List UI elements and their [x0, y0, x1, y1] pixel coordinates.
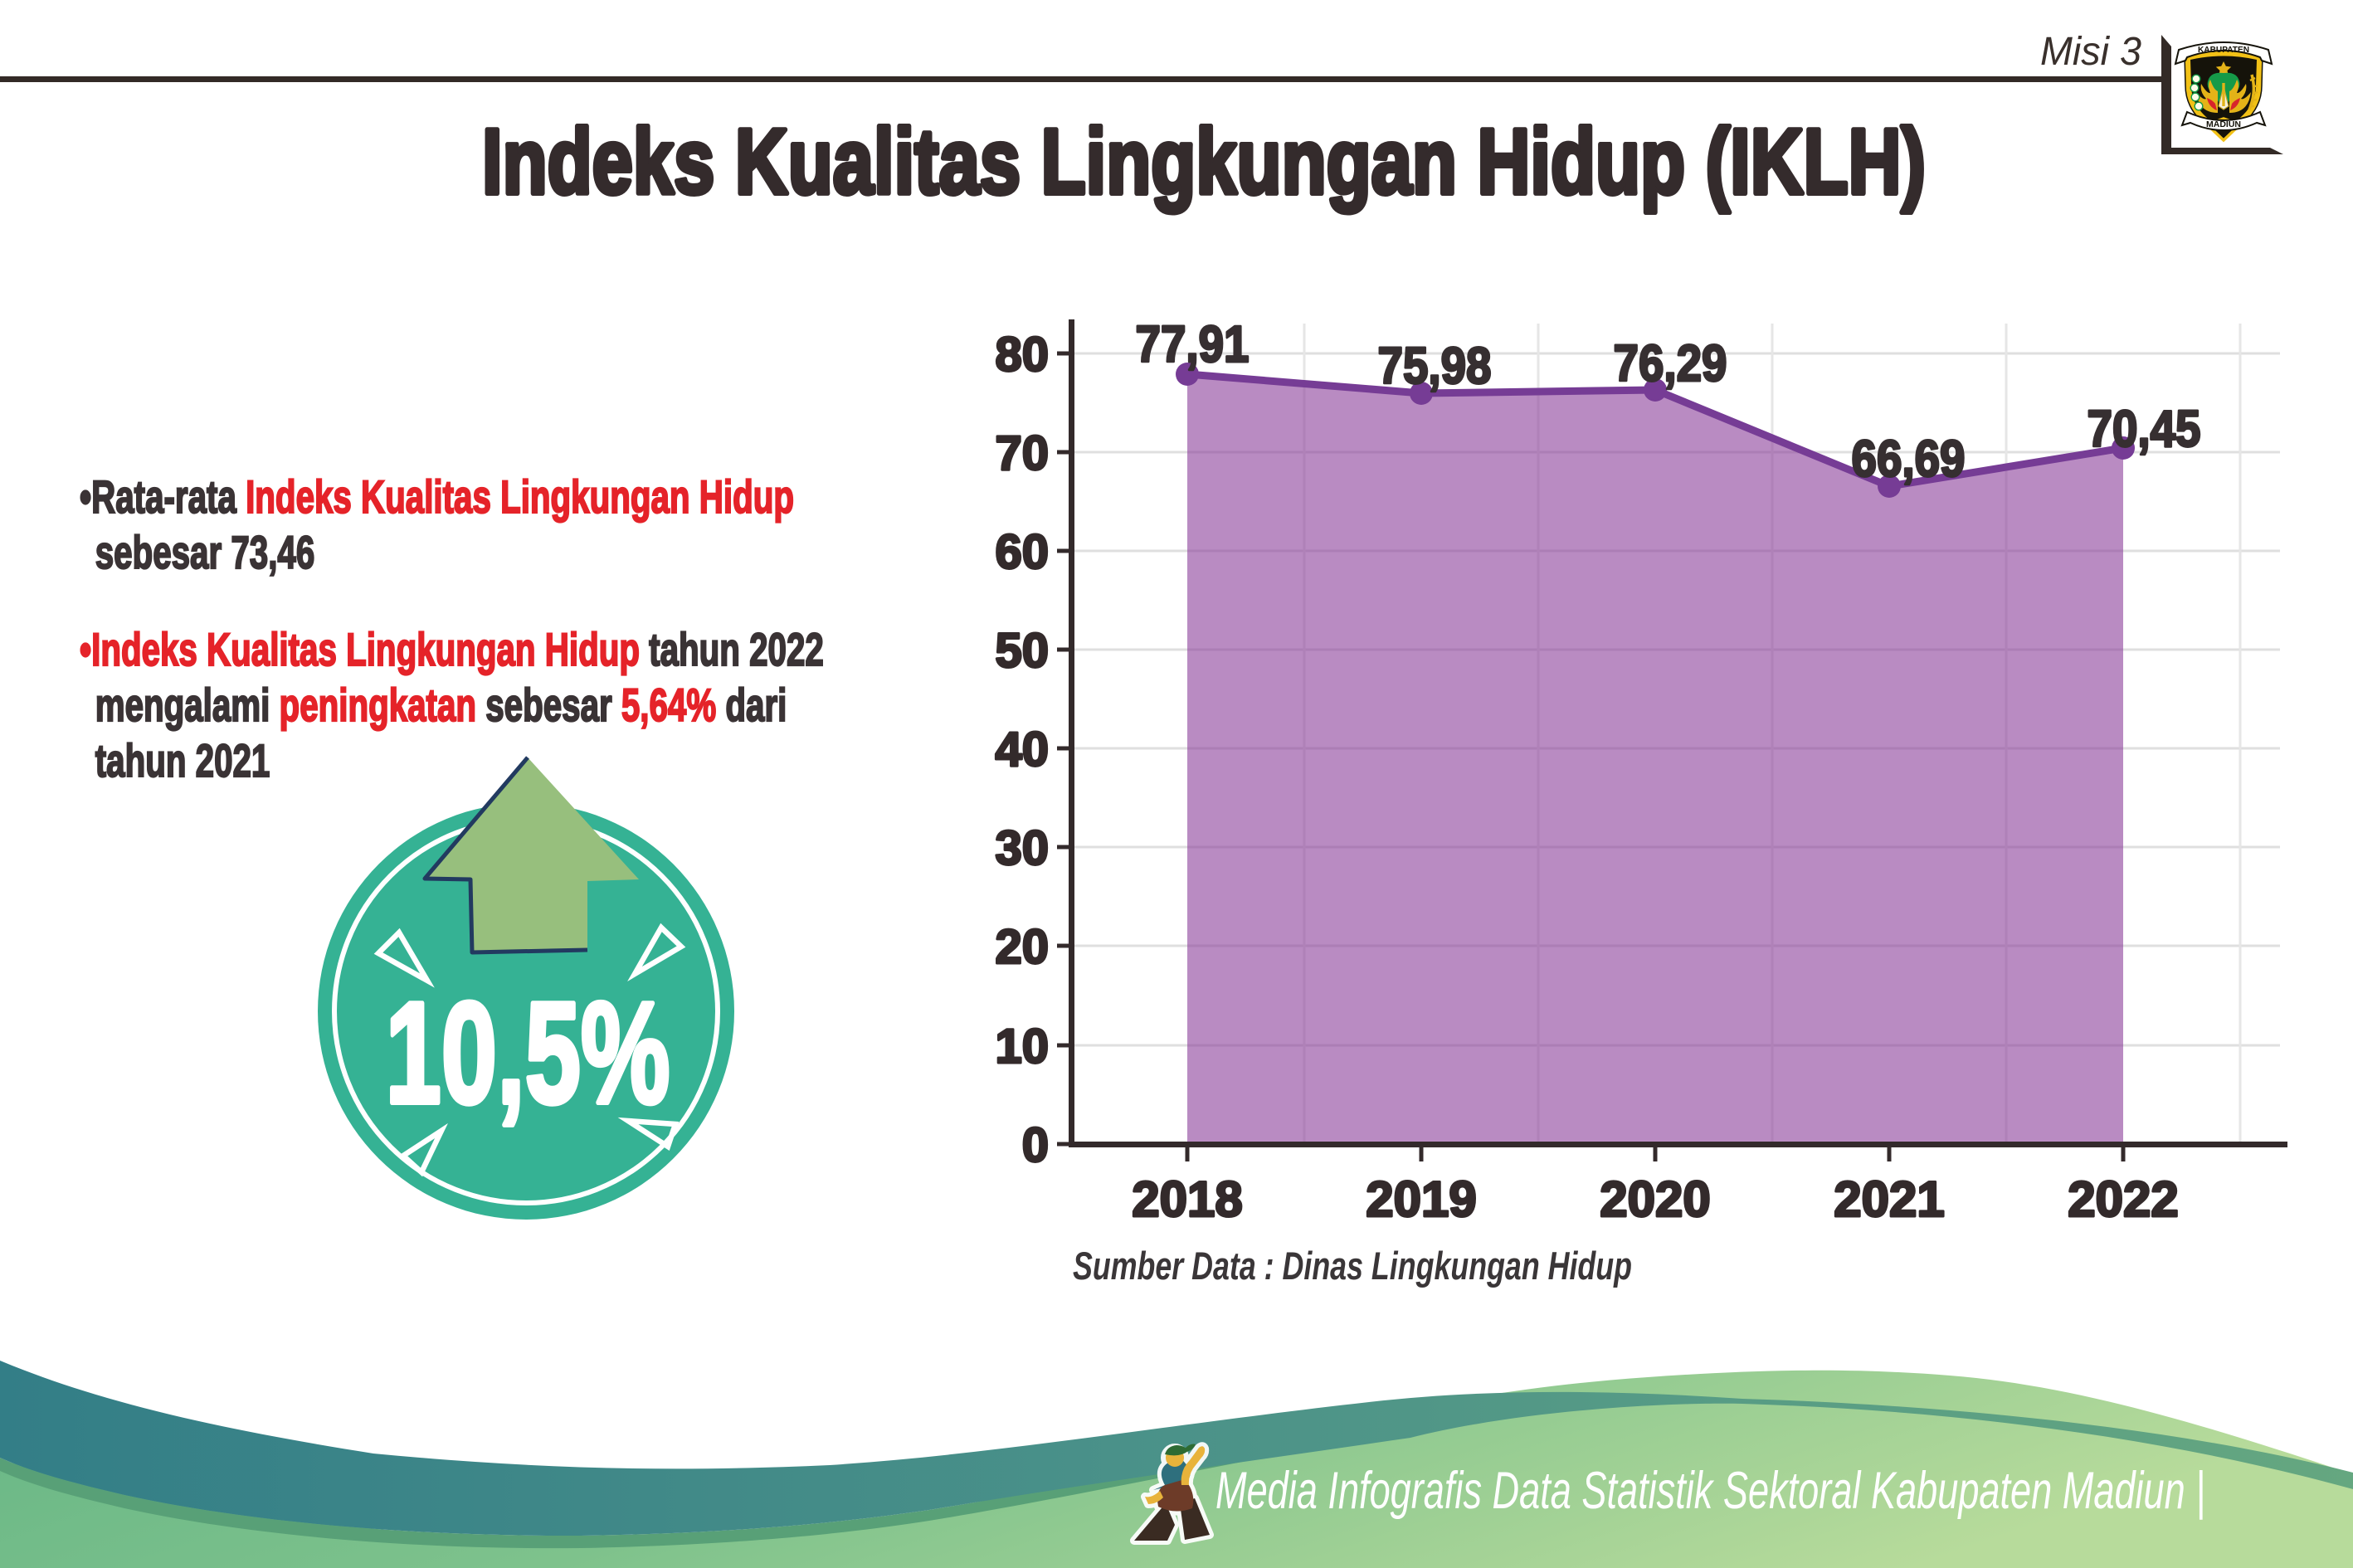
- svg-text:20: 20: [995, 920, 1049, 974]
- svg-text:60: 60: [995, 525, 1049, 579]
- svg-text:0: 0: [1022, 1118, 1049, 1172]
- svg-text:66,69: 66,69: [1852, 431, 1966, 488]
- svg-text:70,45: 70,45: [2087, 401, 2201, 458]
- svg-text:10,5%: 10,5%: [386, 971, 670, 1133]
- svg-text:Sumber Data : Dinas Lingkungan: Sumber Data : Dinas Lingkungan Hidup: [1073, 1244, 1632, 1288]
- svg-text:77,91: 77,91: [1136, 316, 1250, 373]
- svg-text:30: 30: [995, 821, 1049, 875]
- svg-text:KABUPATEN: KABUPATEN: [2198, 46, 2249, 55]
- svg-text:40: 40: [995, 723, 1049, 777]
- svg-text:2022: 2022: [2068, 1171, 2178, 1227]
- svg-text:70: 70: [995, 426, 1049, 480]
- svg-text:MADIUN: MADIUN: [2206, 120, 2241, 129]
- svg-text:50: 50: [995, 624, 1049, 678]
- svg-text:2018: 2018: [1132, 1171, 1242, 1227]
- svg-text:80: 80: [995, 328, 1049, 382]
- svg-text:75,98: 75,98: [1378, 338, 1492, 395]
- svg-text:Indeks Kualitas Lingkungan Hid: Indeks Kualitas Lingkungan Hidup (IKLH): [482, 110, 1926, 213]
- svg-text:10: 10: [995, 1020, 1049, 1074]
- svg-text:2019: 2019: [1366, 1171, 1476, 1227]
- svg-text:Media Infografis Data Statisti: Media Infografis Data Statistik Sektoral…: [1215, 1462, 2205, 1520]
- svg-text:Misi 3: Misi 3: [2040, 30, 2141, 74]
- svg-text:76,29: 76,29: [1614, 335, 1727, 392]
- svg-text:2020: 2020: [1600, 1171, 1710, 1227]
- svg-text:2021: 2021: [1834, 1171, 1944, 1227]
